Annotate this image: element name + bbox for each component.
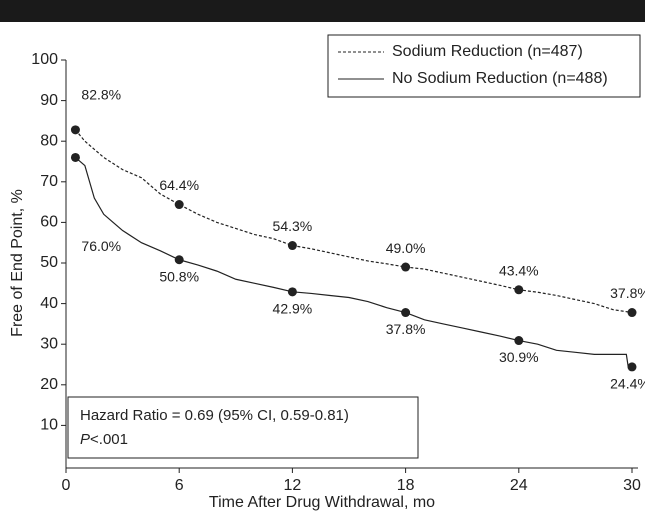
point-label: 37.8%	[610, 285, 645, 301]
x-tick-label: 6	[175, 477, 184, 494]
legend-label: No Sodium Reduction (n=488)	[392, 70, 608, 87]
point-label: 82.8%	[81, 87, 121, 103]
point-marker	[287, 287, 297, 297]
point-label: 54.3%	[273, 218, 313, 234]
p-label: P	[80, 431, 90, 448]
annotation-p: P<.001	[80, 431, 128, 448]
x-tick-label: 30	[623, 477, 641, 494]
y-tick-label: 20	[40, 376, 58, 393]
point-label: 24.4%	[610, 376, 645, 392]
y-tick-label: 10	[40, 417, 58, 434]
point-label: 37.8%	[386, 321, 426, 337]
y-tick-label: 100	[31, 51, 58, 68]
point-marker	[514, 336, 524, 346]
point-marker	[627, 308, 637, 318]
point-marker	[174, 200, 184, 210]
point-label: 50.8%	[159, 268, 199, 284]
point-marker	[70, 152, 80, 162]
point-marker	[514, 285, 524, 295]
y-tick-label: 60	[40, 214, 58, 231]
x-tick-label: 24	[510, 477, 528, 494]
header-bar	[0, 0, 645, 22]
point-marker	[70, 125, 80, 135]
point-marker	[401, 308, 411, 318]
point-label: 30.9%	[499, 349, 539, 365]
point-label: 76.0%	[81, 238, 121, 254]
point-marker	[287, 241, 297, 251]
y-tick-label: 70	[40, 173, 58, 190]
y-axis-label: Free of End Point, %	[9, 189, 26, 337]
annotation-box	[67, 396, 419, 459]
km-curve	[75, 156, 632, 368]
x-tick-label: 18	[397, 477, 415, 494]
y-tick-label: 90	[40, 92, 58, 109]
x-axis-label: Time After Drug Withdrawal, mo	[209, 494, 435, 511]
point-label: 42.9%	[273, 301, 313, 317]
x-tick-label: 12	[284, 477, 302, 494]
legend-box	[327, 34, 641, 98]
point-label: 64.4%	[159, 177, 199, 193]
y-tick-label: 50	[40, 254, 58, 271]
point-label: 43.4%	[499, 262, 539, 278]
point-marker	[401, 262, 411, 272]
y-tick-label: 40	[40, 295, 58, 312]
km-curve	[74, 129, 633, 314]
point-marker	[627, 362, 637, 372]
x-tick-label: 0	[62, 477, 71, 494]
point-label: 49.0%	[386, 240, 426, 256]
point-marker	[174, 255, 184, 265]
legend-label: Sodium Reduction (n=487)	[392, 43, 583, 60]
y-tick-label: 80	[40, 132, 58, 149]
annotation-text: Hazard Ratio = 0.69 (95% CI, 0.59-0.81)	[80, 407, 349, 424]
p-value: <.001	[90, 431, 128, 448]
y-tick-label: 30	[40, 335, 58, 352]
